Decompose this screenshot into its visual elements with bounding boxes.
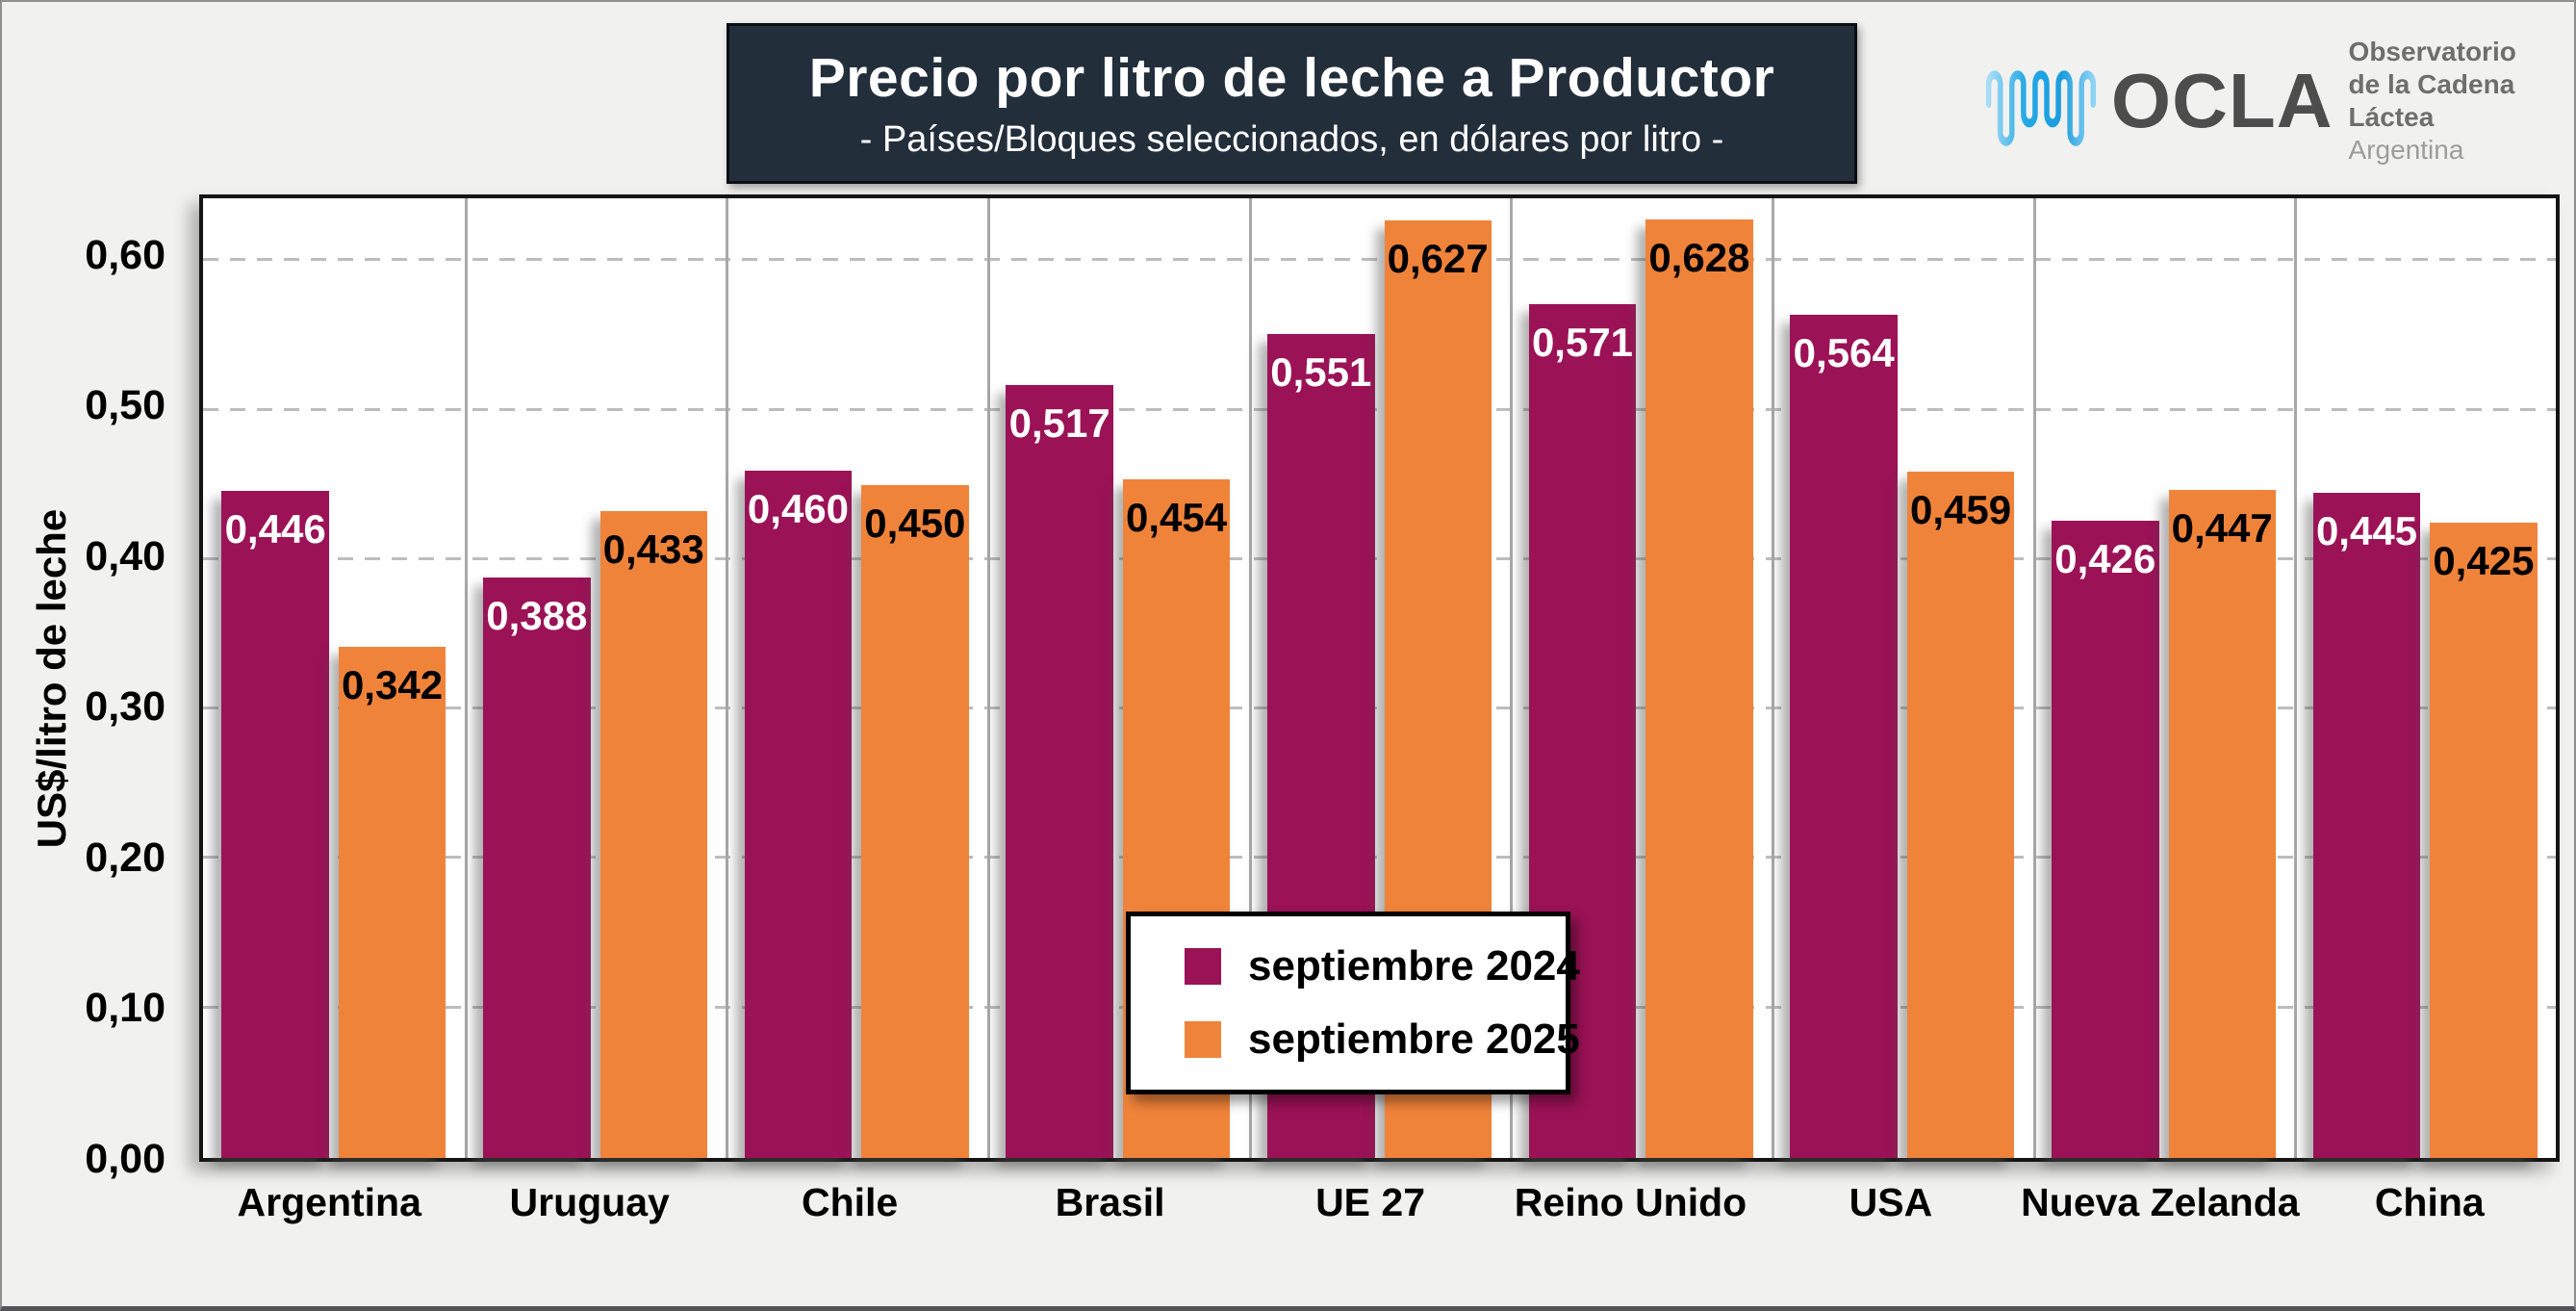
bar-China-septiembre 2024: 0,445 [2312,492,2421,1158]
legend-entry-septiembre 2025: septiembre 2025 [1185,1015,1580,1064]
x-label-USA: USA [1849,1180,1933,1224]
x-label-Chile: Chile [802,1180,899,1224]
gridline-0,30 [203,707,2556,710]
bar-value-label: 0,571 [1531,320,1634,366]
bar-value-label: 0,426 [2054,536,2156,582]
bar-China-septiembre 2025: 0,425 [2430,523,2538,1158]
bar-value-label: 0,425 [2433,538,2535,583]
category-separator [1248,198,1252,1158]
legend-swatch [1185,1021,1221,1059]
bar-Argentina-septiembre 2024: 0,446 [221,491,329,1158]
bars-layer: 0,446 0,342 0,388 0,433 0,460 0,450 0,517 0,454… [203,198,2556,1158]
bar-value-label: 0,460 [747,485,850,531]
category-group-Uruguay: 0,388 0,433 [465,198,727,1158]
gridline-0,20 [203,856,2556,860]
bar-Brasil-septiembre 2024: 0,517 [1006,385,1113,1158]
bar-Argentina-septiembre 2025: 0,342 [338,646,446,1158]
gridline-0,50 [203,407,2556,411]
bar-Uruguay-septiembre 2024: 0,388 [483,578,591,1158]
bar-value-label: 0,627 [1387,236,1489,282]
x-label-Nueva Zelanda: Nueva Zelanda [2021,1180,2300,1224]
bar-value-label: 0,628 [1648,234,1750,280]
x-label-UE 27: UE 27 [1315,1180,1426,1224]
category-group-USA: 0,564 0,459 [1772,198,2033,1158]
category-separator [726,198,729,1158]
bar-Nueva Zelanda-septiembre 2024: 0,426 [2052,521,2159,1158]
bar-value-label: 0,517 [1008,400,1110,447]
bar-value-label: 0,433 [602,526,704,572]
gridline-0,40 [203,556,2556,560]
x-label-Argentina: Argentina [237,1180,421,1224]
category-separator [987,198,990,1158]
bar-Uruguay-septiembre 2025: 0,433 [599,510,707,1158]
bar-value-label: 0,445 [2315,507,2418,553]
y-tick-label-0,20: 0,20 [85,834,166,881]
bar-USA-septiembre 2024: 0,564 [1790,315,1898,1158]
chart-title-box: Precio por litro de leche a Productor - … [727,23,1857,184]
legend-swatch [1185,947,1221,985]
y-tick-label-0,40: 0,40 [85,532,166,579]
bar-value-label: 0,551 [1270,349,1372,396]
ocla-org-line1: Observatorio [2348,36,2516,66]
category-separator [464,198,468,1158]
bar-Chile-septiembre 2024: 0,460 [744,470,853,1158]
chart-subtitle: - Países/Bloques seleccionados, en dólar… [859,119,1724,160]
y-tick-label-0,30: 0,30 [85,683,166,731]
x-axis-labels: Argentina Uruguay Chile Brasil UE 27 Reino Un… [199,1180,2560,1225]
y-tick-label-0,50: 0,50 [85,382,166,429]
category-group-Chile: 0,460 0,450 [726,198,987,1158]
bar-Reino Unido-septiembre 2025: 0,628 [1645,218,1753,1158]
bar-value-label: 0,459 [1909,487,2012,533]
ocla-org-line2: de la Cadena Láctea [2348,68,2515,132]
y-tick-label-0,10: 0,10 [85,985,166,1032]
y-tick-label-0,60: 0,60 [85,231,166,278]
bar-Nueva Zelanda-septiembre 2025: 0,447 [2168,489,2276,1158]
category-separator [2294,198,2298,1158]
legend-label: septiembre 2025 [1248,1015,1580,1064]
category-group-China: 0,445 0,425 [2294,198,2556,1158]
category-group-Nueva Zelanda: 0,426 0,447 [2033,198,2295,1158]
bar-value-label: 0,342 [341,661,444,707]
y-tick-label-0,00: 0,00 [85,1136,166,1182]
x-label-Reino Unido: Reino Unido [1514,1180,1747,1224]
ocla-logo: OCLA Observatorio de la Cadena Láctea Ar… [1982,36,2574,167]
bar-USA-septiembre 2025: 0,459 [1906,472,2015,1158]
ocla-org-line3: Argentina [2348,135,2464,166]
ocla-org-text: Observatorio de la Cadena Láctea Argenti… [2349,36,2574,167]
category-group-Argentina: 0,446 0,342 [203,198,465,1158]
bar-value-label: 0,447 [2171,504,2273,551]
category-separator [2032,198,2036,1158]
x-label-Brasil: Brasil [1055,1180,1165,1224]
bar-value-label: 0,450 [864,501,966,547]
category-separator [1772,198,1774,1158]
milk-wave-icon [1985,70,2097,146]
bar-value-label: 0,564 [1793,330,1895,376]
chart-title: Precio por litro de leche a Productor [808,47,1775,109]
legend-entry-septiembre 2024: septiembre 2024 [1185,942,1580,990]
bar-value-label: 0,446 [224,506,326,553]
legend: septiembre 2024 septiembre 2025 [1126,912,1580,1094]
category-separator [1510,198,1514,1158]
bar-value-label: 0,388 [486,593,588,639]
bar-Chile-septiembre 2025: 0,450 [861,485,969,1158]
bar-value-label: 0,454 [1125,494,1228,540]
legend-label: septiembre 2024 [1248,941,1580,990]
gridline-0,60 [203,258,2556,262]
ocla-brand-text: OCLA [2110,58,2334,143]
x-label-China: China [2374,1180,2485,1224]
x-label-Uruguay: Uruguay [509,1180,670,1224]
